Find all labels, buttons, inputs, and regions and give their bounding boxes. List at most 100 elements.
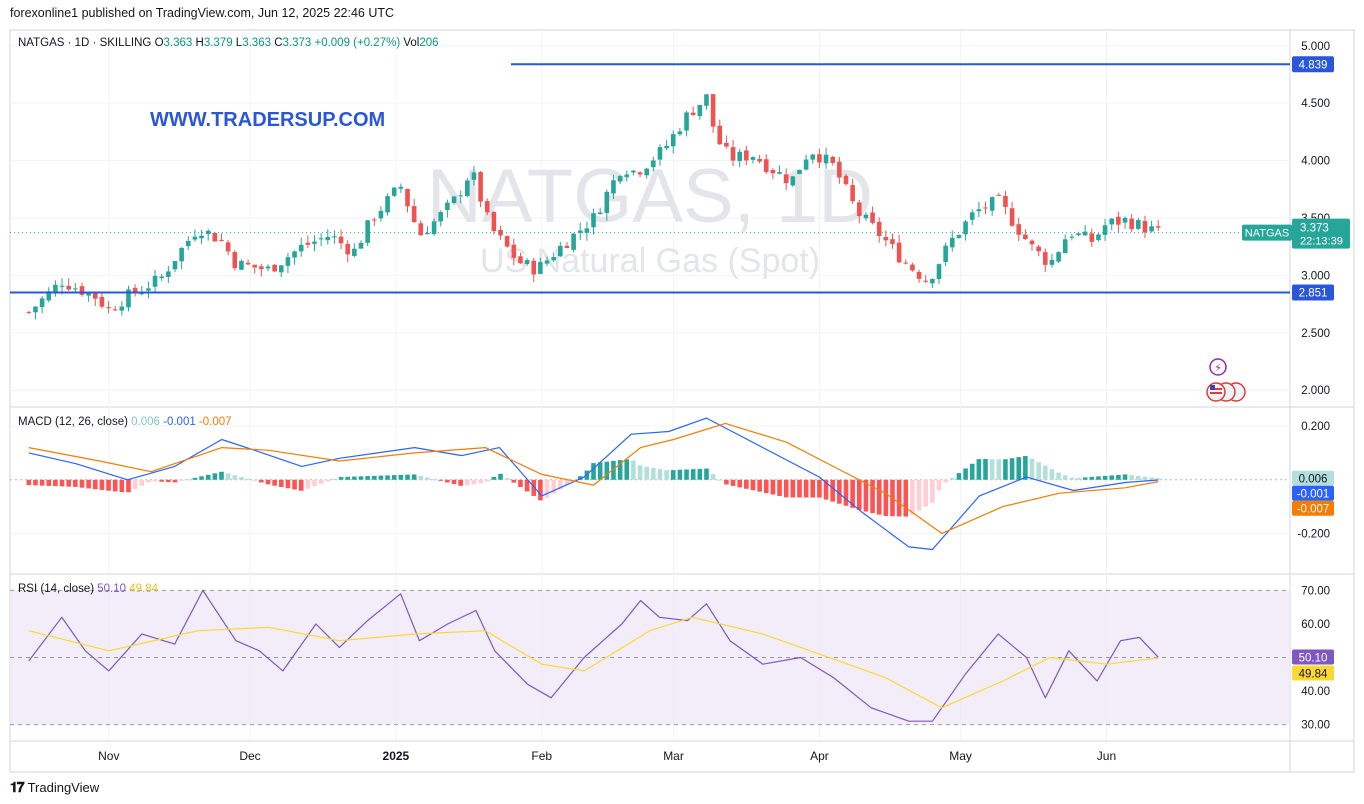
rsi-value: 50.10 (97, 583, 126, 595)
macd-histogram-bar (259, 479, 264, 483)
candle-body (478, 172, 483, 202)
macd-histogram-bar (358, 476, 364, 480)
macd-histogram-bar (325, 479, 331, 482)
candle-body (651, 160, 656, 168)
publish-header: forexonline1 published on TradingView.co… (10, 6, 395, 20)
macd-histogram-bar (1122, 474, 1128, 480)
macd-histogram-bar (704, 468, 709, 480)
macd-histogram-bar (518, 479, 523, 488)
macd-line-value: -0.001 (163, 416, 196, 428)
candle-body (232, 252, 238, 269)
candle-body (471, 172, 477, 180)
candle-body (830, 156, 835, 163)
price-tick-label: 2.500 (1301, 328, 1330, 340)
candle-body (677, 131, 683, 135)
candle-body (365, 220, 370, 243)
candle-body (166, 271, 171, 277)
candle-body (657, 147, 663, 160)
candle-body (411, 206, 417, 223)
candle-body (1076, 233, 1081, 236)
candle-body (431, 221, 437, 235)
candle-body (790, 176, 796, 186)
candle-body (252, 264, 258, 268)
macd-histogram-bar (371, 475, 377, 480)
candle-body (584, 228, 590, 233)
macd-histogram-bar (232, 475, 238, 480)
macd-histogram-bar (1096, 476, 1101, 480)
macd-hist-value: 0.006 (131, 416, 160, 428)
macd-histogram-bar (690, 469, 696, 480)
c-value: 3.373 (283, 37, 312, 49)
watermark-domain: WWW.TRADERSUP.COM (150, 109, 385, 131)
macd-histogram-bar (810, 479, 816, 498)
candle-body (1029, 240, 1035, 245)
candle-body (338, 236, 344, 244)
candle-body (259, 266, 264, 270)
macd-histogram-bar (86, 479, 91, 489)
macd-histogram-bar (146, 479, 151, 483)
o-value: 3.363 (164, 37, 193, 49)
macd-histogram-bar (538, 479, 543, 501)
macd-histogram-bar (949, 477, 955, 480)
candle-body (1003, 195, 1008, 207)
candle-body (179, 247, 184, 262)
candle-body (66, 285, 71, 290)
macd-histogram-bar (239, 476, 244, 480)
dividend-icon[interactable]: ⚡ (1209, 358, 1227, 376)
candle-body (870, 212, 875, 223)
x-tick-label: Jun (1097, 749, 1116, 763)
candle-body (278, 265, 284, 273)
candle-body (1096, 234, 1101, 240)
candle-body (1102, 225, 1108, 235)
macd-histogram-bar (26, 479, 32, 486)
macd-histogram-bar (604, 461, 610, 480)
macd-histogram-bar (398, 474, 404, 480)
symbol-badge-label: NATGAS (1245, 228, 1289, 240)
macd-histogram-bar (484, 479, 490, 482)
macd-histogram-bar (418, 475, 424, 480)
macd-histogram-bar (212, 473, 218, 480)
candle-body (903, 262, 909, 264)
macd-histogram-bar (252, 479, 258, 481)
candle-body (624, 174, 630, 178)
candle-body (910, 264, 915, 271)
macd-histogram-bar (471, 479, 477, 485)
price-tick-label: 4.500 (1301, 98, 1330, 110)
macd-histogram-bar (896, 479, 902, 517)
footer: 𝟏𝟕 TradingView (10, 779, 99, 796)
macd-histogram-bar (298, 479, 304, 491)
candle-body (405, 188, 410, 207)
candle-body (876, 221, 882, 237)
candle-body (976, 209, 982, 212)
candle-body (969, 212, 975, 220)
candle-body (199, 235, 204, 239)
macd-histogram-bar (1003, 459, 1008, 480)
macd-histogram-bar (737, 479, 742, 488)
macd-legend: MACD (12, 26, close) 0.006 -0.001 -0.007 (18, 416, 232, 428)
candle-body (558, 245, 563, 257)
macd-histogram-bar (677, 469, 683, 480)
candle-body (1136, 220, 1141, 229)
us-flag-event-icons[interactable] (1206, 382, 1246, 402)
macd-histogram-bar (757, 479, 762, 492)
candle-body (119, 306, 125, 311)
candle-body (737, 151, 742, 161)
macd-histogram-bar (1109, 475, 1115, 480)
macd-histogram-bar (724, 479, 729, 485)
macd-histogram-bar (697, 468, 703, 480)
candle-body (670, 134, 676, 147)
candle-body (1116, 216, 1121, 225)
macd-histogram-bar (943, 479, 948, 483)
macd-histogram-bar (185, 479, 191, 481)
rsi-series-line (28, 589, 1159, 722)
candle-body (92, 293, 98, 299)
tradingview-logo-icon: 𝟏𝟕 (10, 779, 25, 795)
candle-body (458, 195, 463, 197)
macd-histogram-bar (564, 479, 570, 485)
macd-histogram-bar (1102, 475, 1108, 480)
macd-histogram-bar (783, 479, 789, 498)
watermark-symbol: NATGAS, 1D (427, 154, 873, 239)
candle-body (949, 237, 955, 248)
rsi-ma-value: 49.84 (129, 583, 158, 595)
macd-histogram-bar (278, 479, 284, 487)
